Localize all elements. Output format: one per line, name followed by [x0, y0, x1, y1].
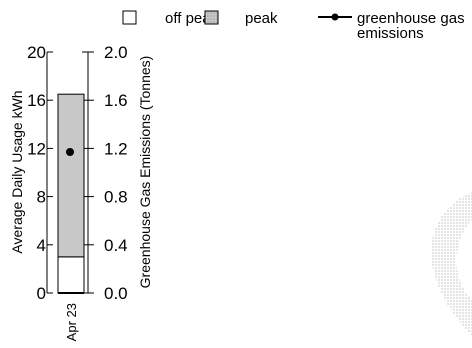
left-axis-title: Average Daily Usage kWh: [9, 90, 25, 253]
bar-peak-apr-23: [57, 93, 85, 258]
right-axis-tick-label: 1.2: [104, 139, 128, 158]
bars: [57, 93, 85, 294]
bar-off-peak-apr-23: [57, 256, 85, 294]
legend-label-ghg-line2: emissions: [357, 25, 424, 42]
right-axis-title: Greenhouse Gas Emissions (Tonnes): [137, 56, 153, 289]
right-axis-tick-label: 2.0: [104, 43, 128, 62]
decorative-swirl: [431, 192, 472, 336]
ghg-point-apr-23: [66, 148, 74, 157]
legend-label-ghg-line1: greenhouse gas: [357, 10, 465, 27]
right-axis: 0.0 0.4 0.8 1.2 1.6 2.0: [82, 43, 128, 303]
left-axis-tick-label: 0: [37, 284, 46, 303]
right-axis-tick-label: 0.4: [104, 236, 128, 255]
legend-swatch-peak: [204, 10, 219, 25]
right-axis-tick-label: 1.6: [104, 91, 128, 110]
category-label-apr-23: Apr 23: [64, 303, 79, 341]
right-axis-tick-label: 0.0: [104, 284, 128, 303]
left-axis-tick-label: 4: [37, 236, 46, 255]
left-axis: 0 4 8 12 16 20: [27, 43, 53, 303]
legend-swatch-off-peak: [122, 10, 137, 25]
left-axis-tick-label: 20: [27, 43, 46, 62]
left-axis-tick-label: 16: [27, 91, 46, 110]
right-axis-tick-label: 0.8: [104, 188, 128, 207]
legend: off peak peak greenhouse gas emissions: [122, 10, 465, 42]
left-axis-tick-label: 8: [37, 188, 46, 207]
left-axis-tick-label: 12: [27, 139, 46, 158]
legend-label-peak: peak: [245, 10, 278, 27]
legend-marker-ghg: [331, 13, 339, 21]
